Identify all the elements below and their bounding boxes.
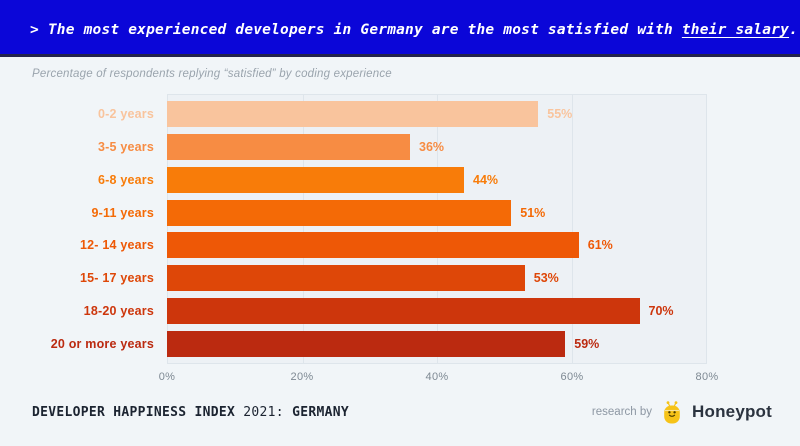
gridline (437, 95, 438, 363)
bar-track: 70% (167, 298, 707, 325)
bar-track: 51% (167, 199, 707, 226)
bar-rows: 0-2 years 55% 3-5 years 36% 6-8 years 44% 9-11… (30, 94, 707, 364)
x-tick-label: 40% (425, 371, 449, 383)
footer-index-country: GERMANY (292, 404, 349, 420)
value-label: 36% (419, 139, 445, 154)
bar-row: 9-11 years 51% (30, 199, 707, 226)
x-tick-label: 80% (695, 371, 719, 383)
footer-branding: research by Honeypot (592, 400, 772, 424)
x-tick-label: 0% (158, 371, 176, 383)
bar-chart: 0-2 years 55% 3-5 years 36% 6-8 years 44% 9-11… (30, 94, 718, 388)
bar-track: 55% (167, 100, 707, 127)
honeypot-bee-icon (664, 401, 680, 424)
bar-row: 18-20 years 70% (30, 298, 707, 325)
bar-row: 15- 17 years 53% (30, 265, 707, 292)
category-label: 20 or more years (50, 337, 154, 351)
footer: DEVELOPER HAPPINESS INDEX 2021: GERMANY … (0, 386, 800, 446)
bar (167, 166, 464, 193)
bar (167, 100, 539, 127)
value-label: 53% (533, 271, 559, 286)
bar-row: 0-2 years 55% (30, 100, 707, 127)
brand-name: Honeypot (692, 402, 772, 421)
bar-track: 61% (167, 232, 707, 259)
headline-underlined: their salary (681, 22, 790, 38)
category-label: 0-2 years (97, 106, 154, 121)
value-label: 61% (587, 238, 613, 253)
value-label: 59% (574, 337, 600, 351)
footer-index-year: 2021: (235, 404, 293, 420)
bar-track: 36% (167, 133, 707, 160)
bar (167, 331, 566, 357)
category-label: 18-20 years (83, 304, 154, 319)
bar-row: 6-8 years 44% (30, 166, 707, 193)
bar (167, 298, 640, 325)
header-banner: > The most experienced developers in Ger… (0, 0, 800, 57)
x-tick-label: 60% (560, 371, 584, 383)
headline-suffix: . (789, 22, 798, 38)
bar-row: 20 or more years 59% (30, 331, 707, 357)
bar (167, 232, 579, 259)
gridline (302, 95, 304, 363)
bar-track: 59% (167, 331, 707, 357)
footer-index-title: DEVELOPER HAPPINESS INDEX (32, 404, 236, 420)
category-label: 12- 14 years (80, 238, 154, 253)
category-label: 6-8 years (97, 172, 154, 187)
headline: > The most experienced developers in Ger… (30, 22, 798, 38)
category-label: 3-5 years (97, 139, 154, 154)
bar-row: 12- 14 years 61% (30, 232, 707, 259)
footer-title: DEVELOPER HAPPINESS INDEX 2021: GERMANY (32, 405, 349, 420)
value-label: 51% (520, 205, 546, 220)
chart-subtitle: Percentage of respondents replying “sati… (32, 68, 392, 80)
bar (167, 199, 512, 226)
bar-track: 53% (167, 265, 707, 292)
bar (167, 133, 410, 160)
x-tick-label: 20% (290, 371, 314, 383)
bar (167, 265, 525, 292)
headline-prefix: > The most experienced developers in Ger… (30, 22, 682, 38)
value-label: 55% (547, 106, 573, 121)
value-label: 44% (473, 172, 499, 187)
category-label: 9-11 years (91, 205, 154, 220)
gridline (571, 95, 573, 363)
research-by-label: research by (591, 406, 653, 418)
bar-row: 3-5 years 36% (30, 133, 707, 160)
value-label: 70% (648, 304, 674, 319)
category-label: 15- 17 years (80, 271, 154, 286)
bar-track: 44% (167, 166, 707, 193)
x-axis: 0% 20% 40% 60% 80% (159, 365, 718, 388)
